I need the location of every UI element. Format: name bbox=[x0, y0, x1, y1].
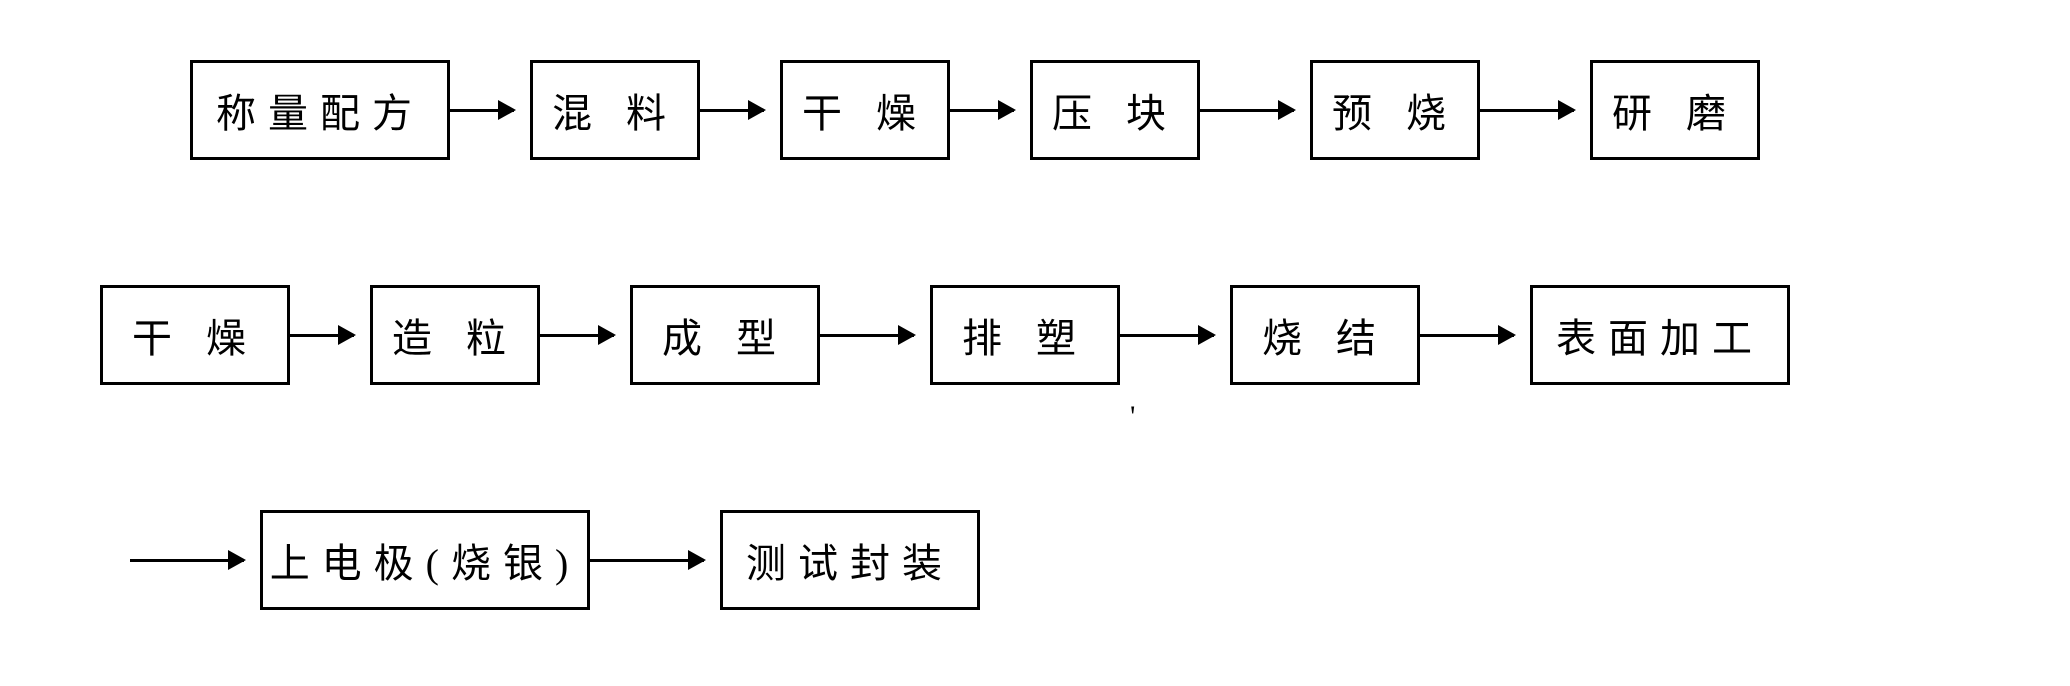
flow-node-label: 成 型 bbox=[662, 306, 788, 364]
flow-edge-n13-n14 bbox=[590, 559, 704, 562]
flow-edge-n3-n4 bbox=[950, 109, 1014, 112]
flow-node-n6: 研 磨 bbox=[1590, 60, 1760, 160]
flowchart-canvas: 称量配方混 料干 燥压 块预 烧研 磨干 燥造 粒成 型排 塑烧 结表面加工上电… bbox=[0, 0, 2070, 686]
stray-mark: ' bbox=[1130, 400, 1135, 434]
flow-node-n4: 压 块 bbox=[1030, 60, 1200, 160]
flow-edge-leadin-n13 bbox=[130, 559, 244, 562]
flow-node-n2: 混 料 bbox=[530, 60, 700, 160]
flow-node-label: 干 燥 bbox=[132, 306, 258, 364]
flow-edge-n7-n8 bbox=[290, 334, 354, 337]
flow-edge-n11-n12 bbox=[1420, 334, 1514, 337]
flow-node-label: 上电极(烧银) bbox=[270, 531, 581, 589]
flow-node-label: 研 磨 bbox=[1612, 81, 1738, 139]
flow-node-n7: 干 燥 bbox=[100, 285, 290, 385]
flow-node-label: 压 块 bbox=[1052, 81, 1178, 139]
flow-node-n14: 测试封装 bbox=[720, 510, 980, 610]
flow-edge-n10-n11 bbox=[1120, 334, 1214, 337]
flow-edge-n9-n10 bbox=[820, 334, 914, 337]
flow-node-label: 造 粒 bbox=[392, 306, 518, 364]
flow-node-n8: 造 粒 bbox=[370, 285, 540, 385]
flow-node-label: 干 燥 bbox=[802, 81, 928, 139]
flow-node-n1: 称量配方 bbox=[190, 60, 450, 160]
flow-node-n9: 成 型 bbox=[630, 285, 820, 385]
flow-node-label: 表面加工 bbox=[1556, 306, 1764, 364]
flow-node-label: 排 塑 bbox=[962, 306, 1088, 364]
flow-node-label: 测试封装 bbox=[746, 531, 954, 589]
flow-edge-n8-n9 bbox=[540, 334, 614, 337]
flow-node-label: 预 烧 bbox=[1332, 81, 1458, 139]
flow-node-label: 烧 结 bbox=[1262, 306, 1388, 364]
flow-node-label: 称量配方 bbox=[216, 81, 424, 139]
flow-node-n5: 预 烧 bbox=[1310, 60, 1480, 160]
flow-node-n13: 上电极(烧银) bbox=[260, 510, 590, 610]
flow-edge-n4-n5 bbox=[1200, 109, 1294, 112]
flow-node-n3: 干 燥 bbox=[780, 60, 950, 160]
flow-edge-n1-n2 bbox=[450, 109, 514, 112]
flow-node-n10: 排 塑 bbox=[930, 285, 1120, 385]
flow-node-label: 混 料 bbox=[552, 81, 678, 139]
flow-node-n12: 表面加工 bbox=[1530, 285, 1790, 385]
flow-edge-n5-n6 bbox=[1480, 109, 1574, 112]
flow-edge-n2-n3 bbox=[700, 109, 764, 112]
flow-node-n11: 烧 结 bbox=[1230, 285, 1420, 385]
